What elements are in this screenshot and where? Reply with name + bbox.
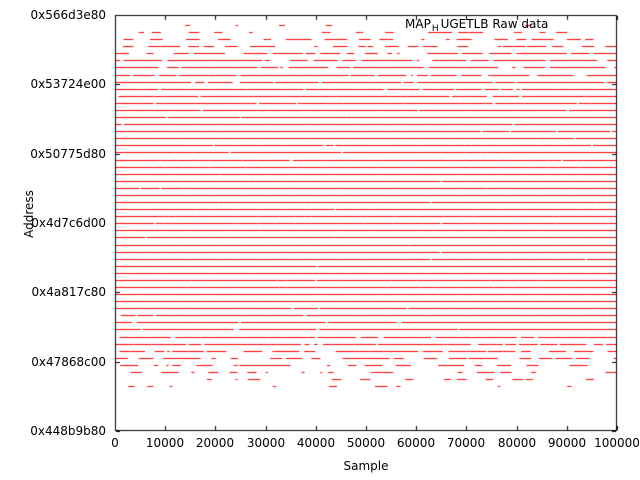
y-tick-label: 0x566d3e80 — [30, 8, 106, 22]
x-axis-title: Sample — [343, 459, 389, 473]
x-tick-label: 70000 — [446, 436, 486, 450]
x-tick-label: 0 — [111, 436, 119, 450]
x-tick-label: 50000 — [346, 436, 386, 450]
x-tick-label: 90000 — [547, 436, 587, 450]
y-tick-label: 0x47868c00 — [31, 355, 106, 369]
y-tick-label: 0x53724e00 — [30, 77, 106, 91]
x-tick-label: 20000 — [195, 436, 235, 450]
y-tick-label: 0x4d7c6d00 — [31, 216, 106, 230]
x-tick-label: 100000 — [594, 436, 640, 450]
x-tick-label: 60000 — [396, 436, 436, 450]
legend-text-prefix: MAP — [405, 17, 431, 31]
y-tick-label: 0x50775d80 — [30, 147, 106, 161]
legend-text-suffix: UGETLB Raw data — [440, 17, 549, 31]
y-tick-label: 0x4a817c80 — [31, 285, 107, 299]
legend-text-subscript: H — [431, 24, 439, 34]
x-tick-label: 80000 — [497, 436, 537, 450]
x-tick-label: 40000 — [296, 436, 336, 450]
x-tick-label: 30000 — [246, 436, 286, 450]
y-tick-label: 0x448b9b80 — [30, 424, 106, 438]
x-tick-label: 10000 — [145, 436, 185, 450]
legend-label: MAPH UGETLB Raw data — [405, 17, 549, 34]
